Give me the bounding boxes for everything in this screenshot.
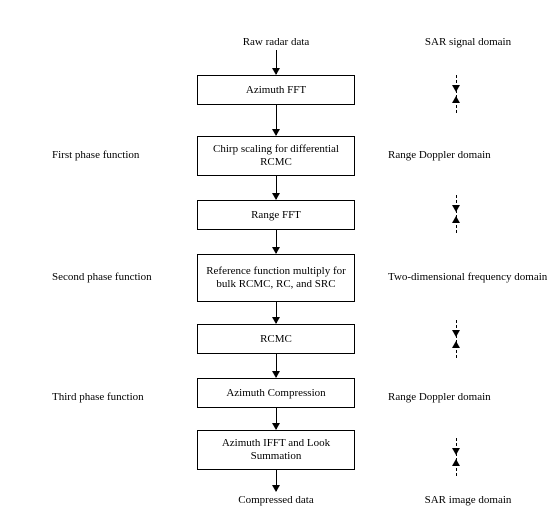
node-range-fft: Range FFT bbox=[197, 200, 355, 230]
arrow-5 bbox=[276, 354, 277, 377]
domain-glyph-3 bbox=[450, 438, 462, 476]
top-label-center: Raw radar data bbox=[197, 36, 355, 49]
top-label-right: SAR signal domain bbox=[398, 36, 538, 49]
node-rcmc: RCMC bbox=[197, 324, 355, 354]
node-az-compression: Azimuth Compression bbox=[197, 378, 355, 408]
node-azimuth-fft: Azimuth FFT bbox=[197, 75, 355, 105]
arrow-6 bbox=[276, 408, 277, 429]
node-label: Reference function multiply for bulk RCM… bbox=[198, 263, 354, 292]
node-az-ifft: Azimuth IFFT and Look Summation bbox=[197, 430, 355, 470]
right-annot-0: Range Doppler domain bbox=[388, 149, 548, 162]
bottom-label-right: SAR image domain bbox=[398, 494, 538, 507]
node-ref-mult: Reference function multiply for bulk RCM… bbox=[197, 254, 355, 302]
domain-glyph-0 bbox=[450, 75, 462, 113]
node-label: Range FFT bbox=[245, 207, 307, 224]
arrow-3 bbox=[276, 230, 277, 253]
left-annot-0: First phase function bbox=[52, 149, 182, 162]
arrow-0 bbox=[276, 50, 277, 74]
arrow-1 bbox=[276, 105, 277, 135]
right-annot-2: Range Doppler domain bbox=[388, 391, 548, 404]
node-label: Azimuth FFT bbox=[240, 82, 312, 99]
left-annot-2: Third phase function bbox=[52, 391, 182, 404]
node-label: Chirp scaling for differential RCMC bbox=[198, 141, 354, 170]
flowchart-canvas: Raw radar data SAR signal domain First p… bbox=[0, 0, 552, 512]
domain-glyph-1 bbox=[450, 195, 462, 233]
arrow-2 bbox=[276, 176, 277, 199]
domain-glyph-2 bbox=[450, 320, 462, 358]
node-label: Azimuth IFFT and Look Summation bbox=[198, 435, 354, 464]
node-label: RCMC bbox=[254, 331, 298, 348]
bottom-label-center: Compressed data bbox=[197, 494, 355, 507]
node-label: Azimuth Compression bbox=[220, 385, 331, 402]
arrow-7 bbox=[276, 470, 277, 491]
arrow-4 bbox=[276, 302, 277, 323]
right-annot-1: Two-dimensional frequency domain bbox=[388, 271, 548, 284]
node-chirp-scaling: Chirp scaling for differential RCMC bbox=[197, 136, 355, 176]
left-annot-1: Second phase function bbox=[52, 271, 182, 284]
